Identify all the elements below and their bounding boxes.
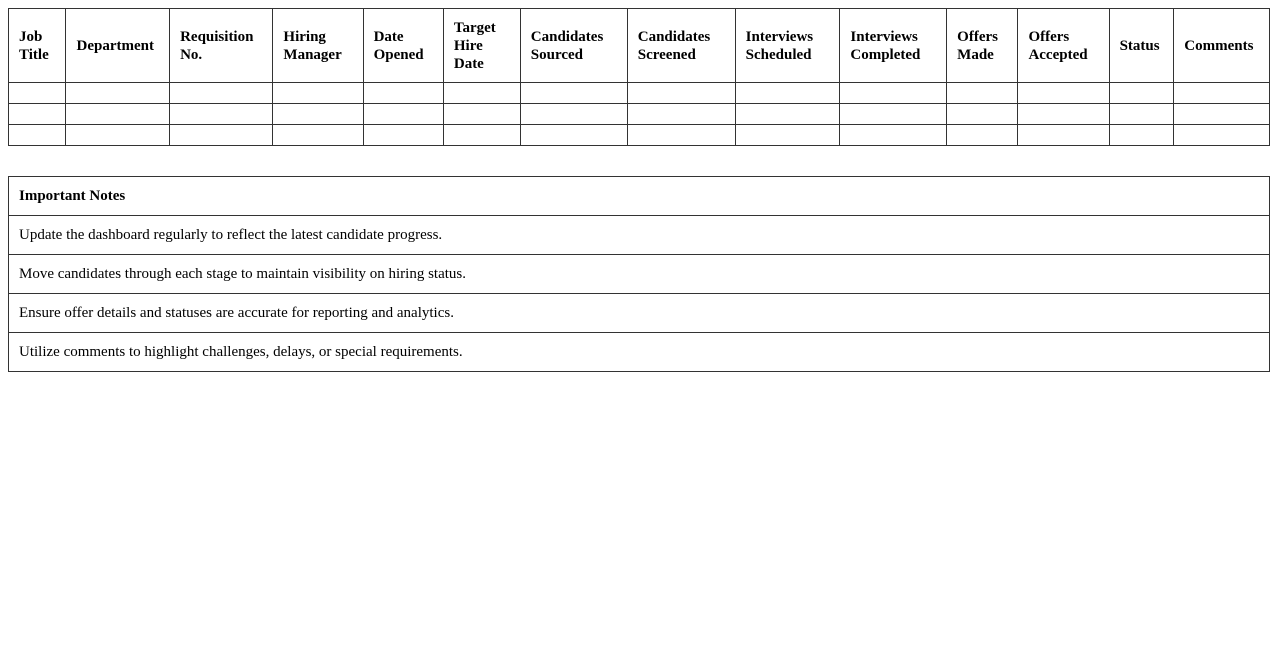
table-cell[interactable]: [65, 103, 171, 125]
table-row: [7, 103, 1270, 125]
table-cell[interactable]: [1108, 124, 1175, 146]
table-cell[interactable]: [169, 103, 274, 125]
table-cell[interactable]: [1017, 124, 1110, 146]
table-row: [7, 124, 1270, 146]
hiring-tracker-table: Job Title Department Requisition No. Hiring…: [7, 8, 1270, 146]
table-cell[interactable]: [362, 124, 444, 146]
column-header: Offers Accepted: [1017, 8, 1110, 83]
table-cell[interactable]: [7, 124, 67, 146]
table-cell[interactable]: [519, 124, 628, 146]
column-header: Interviews Completed: [839, 8, 948, 83]
table-cell[interactable]: [1108, 103, 1175, 125]
column-header: Comments: [1173, 8, 1270, 83]
table-cell[interactable]: [1173, 82, 1270, 104]
table-cell[interactable]: [442, 103, 521, 125]
column-header: Requisition No.: [169, 8, 274, 83]
table-cell[interactable]: [1173, 103, 1270, 125]
note-item: Move candidates through each stage to ma…: [8, 254, 1270, 294]
table-cell[interactable]: [734, 103, 841, 125]
table-cell[interactable]: [442, 82, 521, 104]
table-cell[interactable]: [626, 103, 736, 125]
table-cell[interactable]: [7, 82, 67, 104]
column-header: Interviews Scheduled: [734, 8, 841, 83]
table-cell[interactable]: [946, 103, 1019, 125]
table-cell[interactable]: [362, 103, 444, 125]
table-cell[interactable]: [272, 124, 364, 146]
table-cell[interactable]: [442, 124, 521, 146]
table-cell[interactable]: [272, 103, 364, 125]
table-cell[interactable]: [839, 103, 948, 125]
table-cell[interactable]: [519, 103, 628, 125]
column-header: Department: [65, 8, 171, 83]
column-header: Target Hire Date: [442, 8, 521, 83]
table-cell[interactable]: [734, 124, 841, 146]
column-header: Candidates Screened: [626, 8, 736, 83]
table-cell[interactable]: [272, 82, 364, 104]
table-cell[interactable]: [65, 82, 171, 104]
table-cell[interactable]: [946, 124, 1019, 146]
table-cell[interactable]: [7, 103, 67, 125]
table-cell[interactable]: [839, 82, 948, 104]
table-cell[interactable]: [1173, 124, 1270, 146]
column-header: Offers Made: [946, 8, 1019, 83]
column-header: Date Opened: [362, 8, 444, 83]
table-cell[interactable]: [1108, 82, 1175, 104]
table-cell[interactable]: [169, 82, 274, 104]
table-cell[interactable]: [626, 82, 736, 104]
column-header: Status: [1108, 8, 1175, 83]
table-cell[interactable]: [362, 82, 444, 104]
table-cell[interactable]: [519, 82, 628, 104]
note-item: Utilize comments to highlight challenges…: [8, 332, 1270, 372]
table-cell[interactable]: [169, 124, 274, 146]
column-header: Candidates Sourced: [519, 8, 628, 83]
table-cell[interactable]: [734, 82, 841, 104]
column-header: Hiring Manager: [272, 8, 364, 83]
table-cell[interactable]: [1017, 103, 1110, 125]
table-cell[interactable]: [65, 124, 171, 146]
table-cell[interactable]: [626, 124, 736, 146]
table-cell[interactable]: [1017, 82, 1110, 104]
table-cell[interactable]: [946, 82, 1019, 104]
column-header: Job Title: [7, 8, 67, 83]
table-row: [7, 82, 1270, 104]
table-cell[interactable]: [839, 124, 948, 146]
note-item: Ensure offer details and statuses are ac…: [8, 293, 1270, 333]
notes-title: Important Notes: [8, 176, 1270, 216]
important-notes-table: Important Notes Update the dashboard reg…: [8, 176, 1270, 372]
note-item: Update the dashboard regularly to reflec…: [8, 215, 1270, 255]
